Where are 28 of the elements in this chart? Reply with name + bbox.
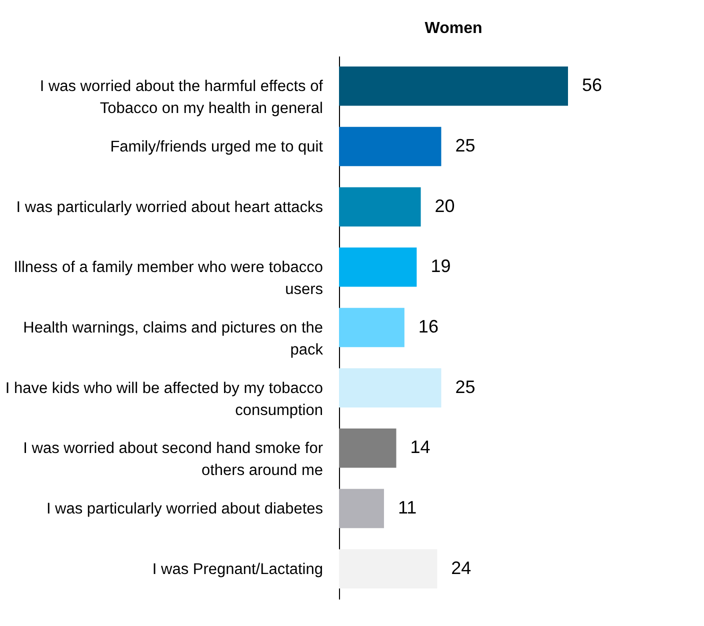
bar: [339, 549, 438, 588]
bar: [339, 248, 417, 287]
bar: [339, 488, 384, 528]
y-tick-label: I have kids who will be affected by my tobacco consumption: [5, 380, 323, 419]
y-tick-label: Illness of a family member who were tobacco users: [14, 259, 324, 298]
bar: [339, 428, 396, 468]
bar: [339, 126, 442, 166]
y-tick-label: Family/friends urged me to quit: [110, 138, 324, 156]
bar: [339, 368, 442, 408]
data-label: 25: [455, 376, 476, 397]
bar: [339, 308, 404, 348]
data-label: 14: [410, 437, 430, 458]
data-label: 25: [455, 136, 476, 156]
data-label: 24: [451, 558, 472, 578]
y-tick-label: I was worried about second hand smoke for others around me: [23, 440, 323, 480]
bar: [339, 66, 568, 106]
y-tick-label: Health warnings, claims and pictures on the pack: [23, 320, 324, 358]
data-label: 20: [434, 196, 455, 216]
data-label: 56: [582, 75, 602, 96]
chart-title: Women: [424, 20, 482, 37]
data-label: 11: [398, 498, 417, 518]
y-tick-label: I was particularly worried about diabetes: [46, 500, 324, 518]
y-tick-label: I was particularly worried about heart attacks: [16, 198, 324, 216]
data-label: 16: [418, 316, 438, 336]
y-tick-label: I was worried about the harmful effects of Tobacco on my health in general: [40, 78, 324, 118]
y-tick-label: I was Pregnant/Lactating: [152, 560, 323, 578]
bar: [339, 187, 421, 226]
data-label: 19: [430, 256, 451, 276]
